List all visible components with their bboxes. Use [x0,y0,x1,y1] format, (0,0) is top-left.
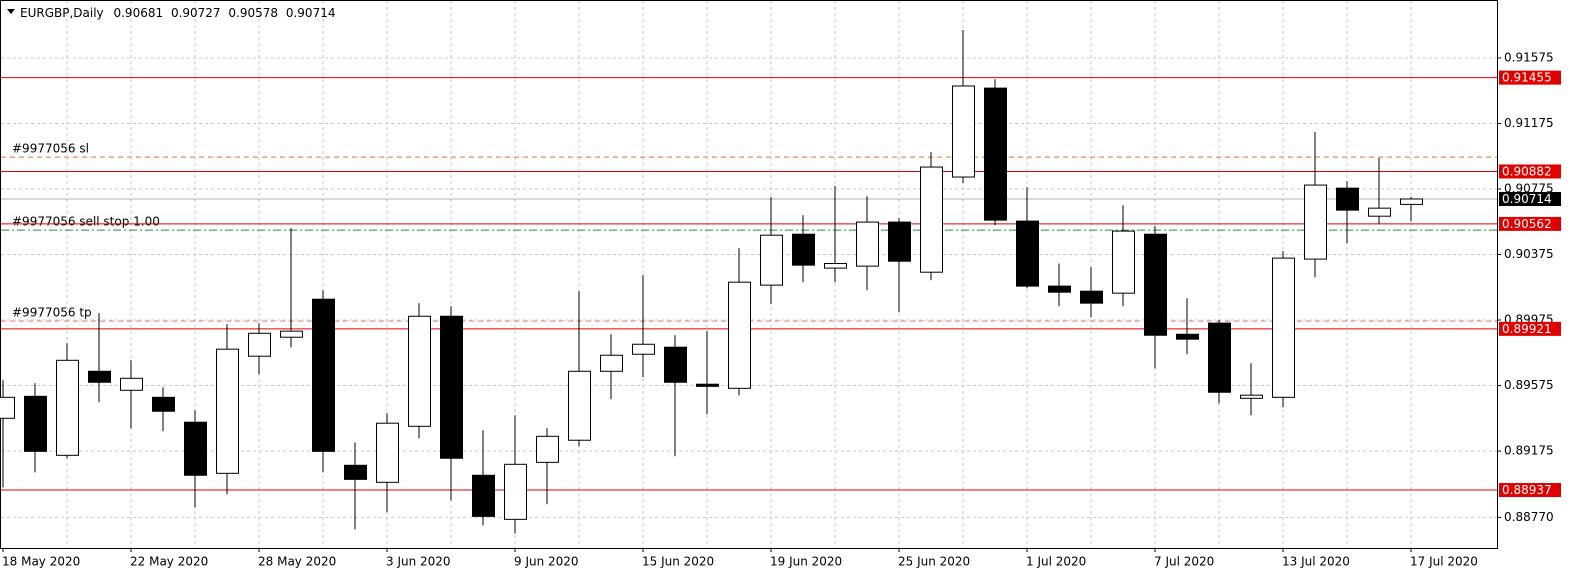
x-tick-label: 7 Jul 2020 [1154,555,1214,569]
header-low: 0.90578 [228,6,278,20]
candle-body [1208,322,1231,393]
candle-body [1400,198,1423,205]
candle-body [1176,333,1199,340]
collapse-icon[interactable] [7,9,15,14]
level-box [1499,70,1561,85]
header-close: 0.90714 [286,6,336,20]
candle-body [952,85,975,178]
candle-body [536,435,559,463]
x-tick-label: 28 May 2020 [258,555,336,569]
candle-body [152,396,175,412]
level-label: 0.88937 [1502,483,1552,497]
order-label: #9977056 sl [12,142,89,156]
candle-body [88,370,111,383]
candle-body [1368,207,1391,217]
order-label: #9977056 tp [12,306,92,320]
candle-body [376,422,399,483]
x-tick-label: 9 Jun 2020 [514,555,579,569]
x-tick-label: 3 Jun 2020 [386,555,451,569]
candle-body [184,421,207,476]
y-tick-label: 0.89175 [1504,444,1554,458]
y-tick-label: 0.91175 [1504,116,1554,130]
chart-header: EURGBP,Daily 0.90681 0.90727 0.90578 0.9… [20,6,335,20]
y-tick-label: 0.91575 [1504,50,1554,64]
candle-body [1240,394,1263,399]
candle-body [920,166,943,273]
candle-body [472,474,495,517]
y-tick-label: 0.90375 [1504,247,1554,261]
candle-body [728,281,751,389]
x-tick-label: 17 Jul 2020 [1410,555,1478,569]
x-tick-label: 13 Jul 2020 [1282,555,1350,569]
x-tick-label: 15 Jun 2020 [642,555,714,569]
level-label: 0.90562 [1502,217,1552,231]
x-tick-label: 22 May 2020 [130,555,208,569]
candle-body [312,298,335,452]
x-tick-label: 25 Jun 2020 [898,555,970,569]
level-box [1499,216,1561,231]
candle-body [888,221,911,262]
candle-body [824,263,847,269]
candle-body [792,233,815,266]
candle-body [1336,187,1359,211]
candle-body [56,359,79,456]
candle-body [1016,220,1039,287]
candle-body [440,315,463,459]
candle-body [1144,233,1167,336]
candle-body [856,221,879,267]
candle-body [1080,290,1103,304]
candle-body [408,315,431,427]
candle-body [1112,230,1135,294]
x-tick-label: 1 Jul 2020 [1026,555,1086,569]
candle-body [504,463,527,520]
candle-body [216,348,239,474]
order-label: #9977056 sell stop 1.00 [12,215,160,229]
level-label: 0.90882 [1502,164,1552,178]
symbol: EURGBP,Daily [20,6,104,20]
candle-body [1272,257,1295,398]
level-label: 0.89921 [1502,322,1552,336]
candle-body [760,234,783,286]
candle-body [248,332,271,357]
candle-body [120,377,143,391]
price-box [1499,191,1561,206]
candle-body [1048,285,1071,293]
header-open: 0.90681 [113,6,163,20]
plot-frame [0,0,1498,549]
candle-body [664,346,687,383]
level-label: 0.91455 [1502,71,1552,85]
y-tick-label: 0.89575 [1504,378,1554,392]
x-tick-label: 18 May 2020 [2,555,80,569]
candle-body [280,330,303,338]
y-tick-label: 0.88770 [1504,510,1554,524]
candle-body [24,395,47,452]
x-tick-label: 19 Jun 2020 [770,555,842,569]
level-box [1499,321,1561,336]
candle-body [632,343,655,355]
candle-body [696,383,719,387]
candle-body [1304,184,1327,260]
level-box [1499,483,1561,498]
candle-body [344,464,367,480]
candle-body [568,370,591,441]
price-label: 0.90714 [1502,192,1552,206]
level-box [1499,164,1561,179]
candle-body [984,87,1007,221]
candle-body [0,396,15,419]
candle-body [600,354,623,372]
header-high: 0.90727 [171,6,221,20]
